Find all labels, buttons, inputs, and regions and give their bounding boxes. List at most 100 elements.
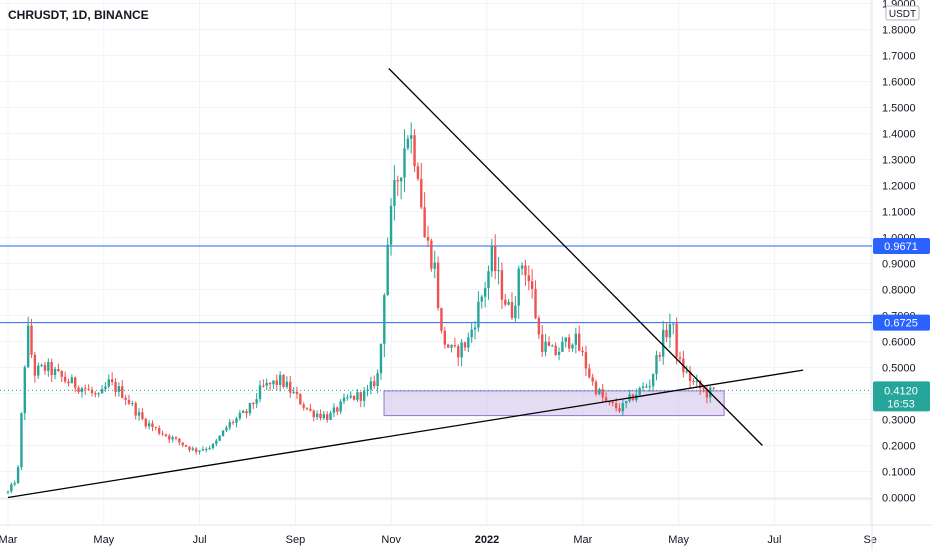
candle-body [430, 240, 433, 269]
candle-body [520, 265, 524, 269]
candle-body [124, 397, 127, 400]
candle-body [158, 428, 161, 434]
descending-trendline[interactable] [388, 68, 763, 446]
candle-body [329, 412, 332, 420]
candle-body [678, 357, 682, 359]
candle-body [554, 345, 557, 355]
candle-body [366, 389, 369, 391]
candle-body [517, 268, 520, 306]
candle-body [30, 325, 33, 355]
candle-body [551, 345, 554, 347]
candle-body [645, 386, 648, 388]
candle-body [376, 373, 379, 387]
candle-body [386, 244, 389, 296]
y-tick-label: 0.2000 [882, 441, 916, 453]
currency-badge[interactable] [885, 5, 920, 21]
candle-body [63, 376, 67, 382]
candle-body [218, 435, 221, 441]
y-tick-label: 1.8000 [882, 25, 916, 37]
candle-body [43, 364, 47, 371]
candle-body [571, 344, 574, 349]
candle-body [440, 307, 443, 331]
candle-body [537, 318, 541, 335]
x-tick-label: Jul [193, 534, 207, 546]
x-tick-label: May [668, 534, 689, 546]
candle-body [94, 392, 97, 395]
candle-body [588, 368, 591, 378]
candle-body [278, 374, 282, 385]
x-tick-label: Se [863, 534, 876, 546]
candle-body [117, 386, 121, 392]
candle-body [302, 404, 305, 408]
candle-body [567, 337, 571, 349]
candle-body [305, 407, 309, 409]
candle-body [443, 330, 446, 345]
level-price-label: 0.9671 [884, 241, 918, 253]
candle-body [87, 389, 90, 391]
current-price-label: 0.4120 [884, 385, 918, 397]
y-tick-label: 1.7000 [882, 51, 916, 63]
candle-body [312, 410, 315, 418]
candle-body [614, 403, 618, 409]
candle-body [215, 440, 218, 444]
candle-body [20, 413, 23, 468]
candle-body [326, 414, 329, 420]
candle-body [174, 437, 178, 439]
candle-body [420, 178, 423, 208]
x-tick-label: Nov [381, 534, 401, 546]
candle-body [352, 395, 356, 400]
candle-body [383, 295, 386, 344]
candle-body [672, 323, 675, 325]
y-tick-label: 1.3000 [882, 155, 916, 167]
y-tick-label: 1.5000 [882, 103, 916, 115]
candle-body [289, 381, 292, 393]
candle-body [497, 270, 500, 272]
candle-body [574, 333, 578, 345]
y-tick-label: 1.9000 [882, 0, 916, 11]
candle-body [473, 327, 477, 330]
candle-body [655, 355, 658, 375]
candle-body [40, 364, 43, 366]
candle-body [504, 299, 507, 305]
y-tick-label: 0.0000 [882, 493, 916, 505]
candle-body [292, 391, 295, 393]
candle-body [389, 205, 393, 245]
candle-body [272, 380, 275, 385]
candle-body [332, 407, 336, 413]
x-tick-label: Mar [0, 534, 18, 546]
candle-body [658, 355, 662, 357]
candle-body [530, 281, 534, 289]
candle-body [692, 380, 695, 382]
candle-body [457, 346, 460, 358]
candle-body [67, 381, 70, 384]
candle-body [406, 138, 410, 149]
candle-body [665, 329, 668, 338]
candle-body [50, 362, 53, 376]
candle-body [181, 442, 184, 446]
support-zone[interactable] [383, 390, 725, 417]
candle-body [524, 265, 527, 276]
candle-body [154, 427, 158, 429]
candle-body [564, 337, 567, 342]
candle-body [581, 350, 584, 353]
candle-body [319, 413, 322, 419]
candle-body [248, 402, 252, 414]
ascending-trendline[interactable] [7, 369, 804, 499]
candle-body [191, 448, 194, 450]
candle-body [695, 380, 698, 382]
candle-body [6, 491, 10, 493]
candle-body [433, 262, 436, 269]
candle-body [594, 381, 598, 395]
y-tick-label: 1.2000 [882, 181, 916, 193]
candle-body [127, 399, 131, 404]
candle-body [315, 413, 319, 418]
candle-body [379, 343, 383, 374]
candle-body [114, 382, 117, 392]
candle-body [547, 341, 551, 346]
chart-title: CHRUSDT, 1D, BINANCE [8, 8, 149, 22]
x-tick-label: 2022 [475, 534, 499, 546]
candle-body [578, 333, 581, 351]
candle-body [184, 445, 188, 447]
candle-body [80, 388, 84, 393]
